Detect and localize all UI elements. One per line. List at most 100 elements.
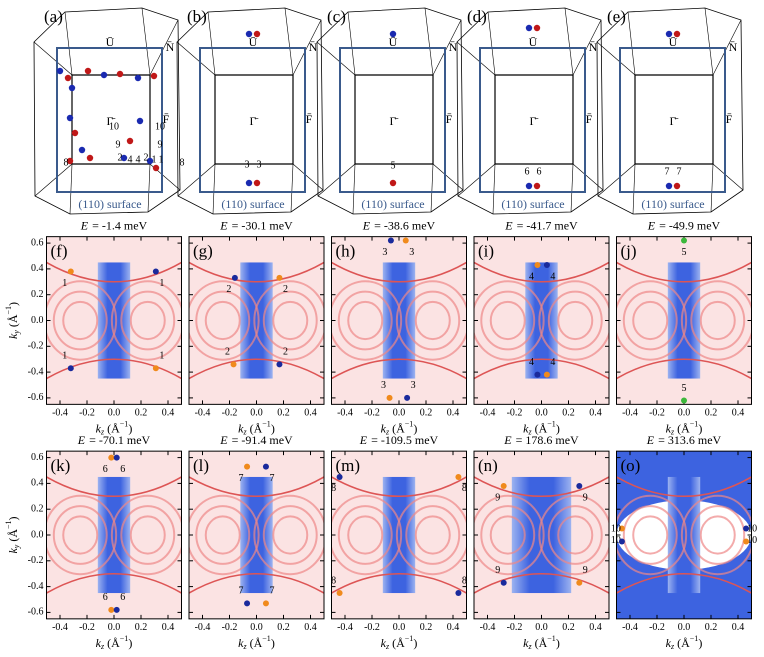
weyl-dot (120, 154, 128, 162)
bz-edge (564, 7, 574, 76)
y-tick-label: 0.4 (31, 478, 44, 489)
map-contour (622, 505, 678, 565)
bz-edge (352, 163, 356, 215)
weyl-dot (665, 182, 673, 190)
map-contour (474, 494, 545, 576)
bz-edge (712, 163, 744, 191)
y-tick-label: -0.4 (28, 366, 44, 377)
weyl-point (402, 237, 409, 244)
weyl-point (113, 606, 120, 613)
x-tick-label: -0.2 (507, 408, 523, 419)
weyl-point (276, 274, 283, 281)
gamma-label: Γ̄ (390, 114, 399, 128)
point-label: 10 (747, 524, 757, 535)
energy-value: = 178.6 meV (516, 433, 579, 447)
panel-tag: (j) (621, 242, 637, 261)
weyl-dot (673, 30, 681, 38)
surface-frame (479, 47, 586, 193)
x-axis-label: kz (Å−1) (666, 634, 703, 651)
map-contour (120, 290, 176, 351)
x-tick-label: 0.0 (393, 408, 406, 419)
map-arc (189, 261, 324, 283)
energy-var: E (219, 433, 228, 447)
bz-edge (64, 11, 73, 76)
panel-title: E = -1.4 meV (80, 218, 148, 232)
spectral-map (46, 451, 182, 619)
point-label: 7 (269, 473, 274, 484)
map-arc (46, 358, 182, 380)
x-axis-label: kz (Å−1) (238, 634, 275, 651)
point-label: 3 (411, 380, 416, 391)
spectral-map (189, 236, 324, 405)
unit: (Å (389, 421, 405, 435)
weyl-point (152, 268, 159, 275)
panel-tag: (a) (44, 7, 63, 26)
bz-edge (69, 163, 73, 215)
close: ) (6, 516, 20, 520)
y-tick-label: 0.0 (31, 315, 44, 326)
energy-var: E (219, 218, 228, 232)
x-tick-label: 0.0 (535, 622, 548, 633)
spectral-map (616, 451, 752, 619)
weyl-point (152, 365, 159, 372)
y-tick-label: -0.2 (28, 555, 44, 566)
energy-var: E (80, 218, 89, 232)
weyl-point (576, 482, 583, 489)
map-contour (337, 290, 393, 351)
weyl-dot (64, 74, 72, 82)
map-contour (331, 280, 403, 361)
weyl-point (576, 579, 583, 586)
point-label: 10 (611, 524, 621, 535)
weyl-dot (134, 74, 142, 82)
weyl-point (336, 473, 343, 480)
weyl-dot (116, 70, 124, 78)
x-tick-label: 0.0 (678, 622, 691, 633)
close: ) (271, 636, 275, 650)
weyl-point (336, 590, 343, 597)
spectral-map (331, 451, 467, 619)
u-label: Ū (106, 35, 115, 49)
map-contour (129, 515, 166, 555)
x-tick-label: 0.2 (277, 622, 290, 633)
bz-panel: (d) Ū N̄ Γ̄ F̄ (110) surface 6 6 (456, 7, 604, 215)
point-label: 4 (529, 357, 534, 368)
map-contour (616, 280, 688, 361)
sub: z (528, 642, 533, 651)
map-contour (547, 505, 603, 565)
n-label: N̄ (309, 40, 318, 54)
energy-value: = -109.5 meV (371, 433, 438, 447)
weyl-point (404, 394, 411, 401)
sup: −1 (547, 634, 556, 643)
k: k (381, 636, 387, 650)
point-label: 1 (62, 278, 67, 289)
map-contour (189, 280, 260, 361)
close: ) (556, 421, 560, 435)
map-contour (538, 280, 609, 361)
map-contour (272, 300, 309, 341)
sub: z (385, 427, 390, 436)
weyl-point (534, 262, 541, 269)
y-tick-label: -0.2 (28, 341, 44, 352)
k: k (238, 636, 244, 650)
k: k (666, 421, 672, 435)
map-contour (489, 515, 526, 555)
x-tick-label: -0.4 (52, 408, 68, 419)
point-number: 4 (128, 154, 133, 165)
map-contour (331, 494, 403, 576)
sub: z (385, 642, 390, 651)
map-panel: (j) E = -49.9 meV -0.4 -0.2 0.0 0.2 0.4 kz (Å−1)… (616, 218, 752, 436)
point-label: 5 (682, 247, 687, 258)
point-number: 10 (155, 121, 165, 132)
map-contour (129, 300, 166, 341)
bz-edge (34, 163, 73, 197)
map-contour (622, 290, 678, 351)
weyl-point (244, 463, 251, 470)
map-contour (120, 505, 176, 565)
unit: (Å (104, 421, 120, 435)
surface-frame (56, 47, 163, 193)
y-tick-label: -0.6 (28, 607, 44, 618)
surface-label: (110) surface (641, 197, 704, 211)
x-tick-label: 0.2 (135, 408, 148, 419)
point-number: 7 (665, 166, 670, 177)
panel-title: E = -70.1 meV (77, 433, 151, 447)
